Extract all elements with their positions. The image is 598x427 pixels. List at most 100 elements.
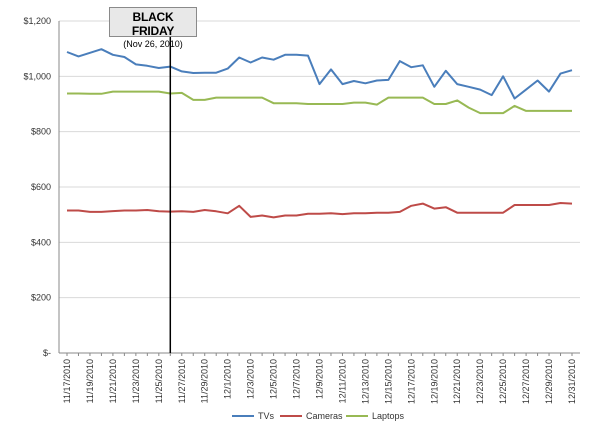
data-point-cameras xyxy=(192,211,194,213)
data-point-tvs xyxy=(399,60,401,62)
x-tick-label: 11/21/2010 xyxy=(108,359,118,403)
x-tick-label: 12/1/2010 xyxy=(223,359,233,399)
data-point-laptops xyxy=(135,91,137,93)
data-point-cameras xyxy=(112,210,114,212)
data-point-laptops xyxy=(89,93,91,95)
data-point-cameras xyxy=(284,214,286,216)
data-point-tvs xyxy=(284,54,286,56)
data-point-tvs xyxy=(433,86,435,88)
data-point-laptops xyxy=(468,107,470,109)
data-point-laptops xyxy=(250,97,252,99)
data-point-laptops xyxy=(261,97,263,99)
legend-item-cameras: Cameras xyxy=(280,411,343,421)
data-point-tvs xyxy=(514,97,516,99)
data-point-cameras xyxy=(89,211,91,213)
data-point-laptops xyxy=(410,97,412,99)
data-point-tvs xyxy=(571,69,573,71)
x-tick-label: 11/17/2010 xyxy=(62,359,72,403)
x-tick-label: 11/25/2010 xyxy=(154,359,164,403)
data-point-tvs xyxy=(227,68,229,70)
data-point-laptops xyxy=(146,91,148,93)
gridlines xyxy=(59,20,580,354)
y-tick-label: $800 xyxy=(31,127,51,137)
legend-label-tvs: TVs xyxy=(258,411,275,421)
data-point-cameras xyxy=(238,205,240,207)
x-tick-label: 11/19/2010 xyxy=(85,359,95,403)
data-point-cameras xyxy=(353,212,355,214)
data-point-cameras xyxy=(66,210,68,212)
y-tick-label: $400 xyxy=(31,237,51,247)
data-point-tvs xyxy=(364,82,366,84)
data-point-tvs xyxy=(158,67,160,69)
data-point-cameras xyxy=(502,212,504,214)
data-point-cameras xyxy=(468,212,470,214)
data-point-cameras xyxy=(158,210,160,212)
annotation-subtitle: (Nov 26, 2010) xyxy=(123,39,183,49)
x-tick-label: 11/27/2010 xyxy=(177,359,187,403)
data-point-laptops xyxy=(123,91,125,93)
data-point-laptops xyxy=(514,105,516,107)
data-point-laptops xyxy=(100,93,102,95)
data-point-tvs xyxy=(560,73,562,75)
y-tick-label: $200 xyxy=(31,293,51,303)
data-point-tvs xyxy=(181,70,183,72)
data-point-tvs xyxy=(273,59,275,61)
data-point-cameras xyxy=(273,216,275,218)
data-point-laptops xyxy=(181,92,183,94)
y-tick-label: $1,200 xyxy=(23,16,51,26)
data-point-cameras xyxy=(135,210,137,212)
data-point-tvs xyxy=(491,94,493,96)
data-point-laptops xyxy=(296,102,298,104)
data-point-laptops xyxy=(158,91,160,93)
data-point-laptops xyxy=(330,103,332,105)
data-point-tvs xyxy=(112,54,114,56)
data-point-cameras xyxy=(422,203,424,205)
data-point-laptops xyxy=(341,103,343,105)
data-point-cameras xyxy=(227,212,229,214)
data-point-cameras xyxy=(548,204,550,206)
data-point-tvs xyxy=(89,52,91,54)
data-point-laptops xyxy=(215,97,217,99)
data-point-tvs xyxy=(548,91,550,93)
data-point-cameras xyxy=(319,213,321,215)
data-point-cameras xyxy=(100,211,102,213)
data-point-cameras xyxy=(181,210,183,212)
legend-swatch-tvs xyxy=(232,415,254,417)
data-point-tvs xyxy=(387,79,389,81)
y-tick-label: $- xyxy=(43,348,51,358)
annotation-title: BLACK FRIDAY xyxy=(131,10,175,38)
data-point-laptops xyxy=(307,103,309,105)
data-point-tvs xyxy=(146,65,148,67)
y-tick-label: $600 xyxy=(31,182,51,192)
data-point-cameras xyxy=(261,214,263,216)
black-friday-annotation: BLACK FRIDAY (Nov 26, 2010) xyxy=(109,7,197,49)
data-point-cameras xyxy=(204,209,206,211)
legend-swatch-cameras xyxy=(280,415,302,417)
series-line-tvs xyxy=(66,48,573,100)
data-point-tvs xyxy=(502,75,504,77)
data-point-cameras xyxy=(479,212,481,214)
legend-item-tvs: TVs xyxy=(232,411,274,421)
data-point-laptops xyxy=(284,102,286,104)
x-axis: 11/17/2010 11/19/2010 11/21/2010 11/23/2010… xyxy=(59,352,580,404)
x-tick-label: 12/23/2010 xyxy=(475,359,485,404)
legend: TVs Cameras Laptops xyxy=(0,411,598,425)
data-point-tvs xyxy=(525,89,527,91)
x-tick-label: 11/29/2010 xyxy=(200,359,210,403)
data-point-laptops xyxy=(66,92,68,94)
data-point-laptops xyxy=(273,102,275,104)
data-point-tvs xyxy=(307,55,309,57)
data-point-tvs xyxy=(250,62,252,64)
data-point-cameras xyxy=(146,209,148,211)
data-point-cameras xyxy=(537,204,539,206)
data-point-cameras xyxy=(514,204,516,206)
data-point-laptops xyxy=(319,103,321,105)
x-tick-label: 12/5/2010 xyxy=(269,359,279,399)
data-point-laptops xyxy=(353,102,355,104)
data-point-tvs xyxy=(468,86,470,88)
data-point-tvs xyxy=(100,48,102,50)
data-point-cameras xyxy=(296,214,298,216)
data-point-cameras xyxy=(215,210,217,212)
x-tick-label: 12/27/2010 xyxy=(521,359,531,404)
data-point-cameras xyxy=(456,212,458,214)
